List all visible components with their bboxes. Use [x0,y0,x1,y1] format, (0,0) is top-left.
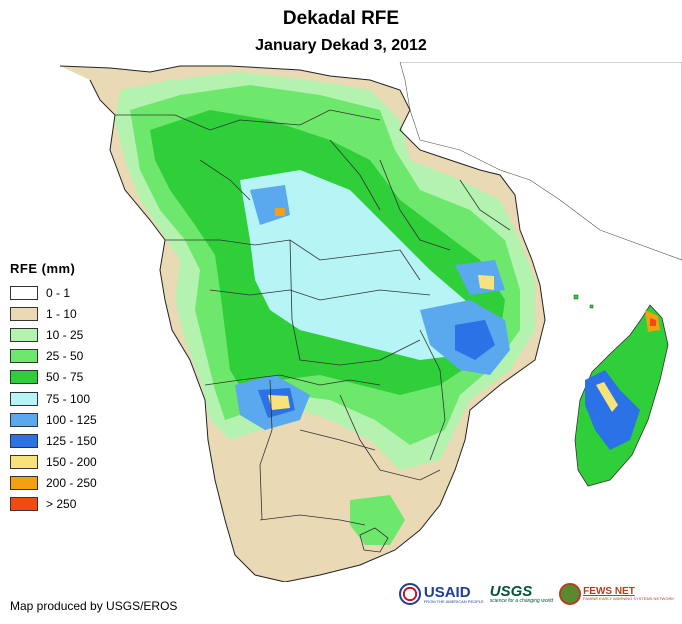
lesotho-border [359,527,389,553]
rain-zone-150-200-c [275,208,285,216]
legend-items: 0 - 1 1 - 10 10 - 25 25 - 50 50 - 75 75 - 100… [10,282,97,515]
dry-zone-namib [160,360,225,530]
rainfall-map [59,62,682,582]
legend-swatch [10,412,38,427]
legend-label: 25 - 50 [46,349,84,364]
legend-label: 75 - 100 [46,391,91,406]
legend-label: 10 - 25 [46,327,84,342]
legend-swatch [10,476,38,491]
fews-net-logo: FEWS NET FAMINE EARLY WARNING SYSTEMS NE… [559,583,674,605]
usgs-name: USGS [489,583,533,600]
legend-label: 50 - 75 [46,370,84,385]
legend-item: 125 - 150 [10,430,97,451]
legend-swatch [10,433,38,448]
legend-label: 125 - 150 [46,433,97,448]
credit-text: Map produced by USGS/EROS [10,599,178,613]
rain-zone-125-150 [455,320,495,360]
rain-zone-150-200-b [478,275,494,290]
globe-icon [559,583,582,605]
legend-item: 100 - 125 [10,409,97,430]
coastline [59,65,546,582]
legend-item: 50 - 75 [10,367,97,388]
usaid-logo: USAID FROM THE AMERICAN PEOPLE [398,583,484,605]
legend-swatch [10,455,38,470]
legend-swatch [10,391,38,406]
legend-item: 10 - 25 [10,324,97,345]
legend-swatch [10,285,38,300]
usaid-name: USAID [423,583,471,601]
dry-zone-horn [399,62,682,261]
madagascar-peak [596,382,618,412]
country-borders [115,109,511,526]
legend-item: 75 - 100 [10,388,97,409]
usaid-seal-icon [398,583,421,605]
seychelles-island [589,304,594,309]
map-title: Dekadal RFE [282,8,400,29]
legend-swatch [10,497,38,512]
madagascar-north-max [650,318,656,326]
legend-title: RFE (mm) [10,261,76,276]
legend-swatch [10,370,38,385]
agency-logos: USAID FROM THE AMERICAN PEOPLE USGS scie… [398,583,674,605]
legend-label: > 250 [46,497,77,512]
fews-tagline: FAMINE EARLY WARNING SYSTEMS NETWORK [583,596,674,601]
legend-item: 25 - 50 [10,346,97,367]
legend-swatch [10,327,38,342]
legend-swatch [10,306,38,321]
usaid-tagline: FROM THE AMERICAN PEOPLE [423,598,484,604]
legend-item: 1 - 10 [10,303,97,324]
fews-name: FEWS NET [583,586,635,597]
legend-label: 200 - 250 [46,476,97,491]
legend-label: 150 - 200 [46,455,97,470]
rain-zone-se-africa [350,495,405,545]
legend-swatch [10,349,38,364]
legend-item: 0 - 1 [10,282,97,303]
legend: RFE (mm) 0 - 1 1 - 10 10 - 25 25 - 50 50 - 7… [10,261,97,515]
legend-item: 150 - 200 [10,452,97,473]
legend-label: 0 - 1 [46,285,71,300]
usgs-tagline: science for a changing world [489,598,554,604]
legend-label: 1 - 10 [46,306,77,321]
legend-item: 200 - 250 [10,473,97,494]
legend-label: 100 - 125 [46,412,97,427]
usgs-logo: USGS science for a changing world [490,584,553,604]
legend-item: > 250 [10,494,97,515]
rain-zone-75-100 [240,170,480,360]
comoros-island [573,294,579,300]
map-subtitle: January Dekad 3, 2012 [255,37,427,54]
rain-zone-150-200 [268,395,290,410]
